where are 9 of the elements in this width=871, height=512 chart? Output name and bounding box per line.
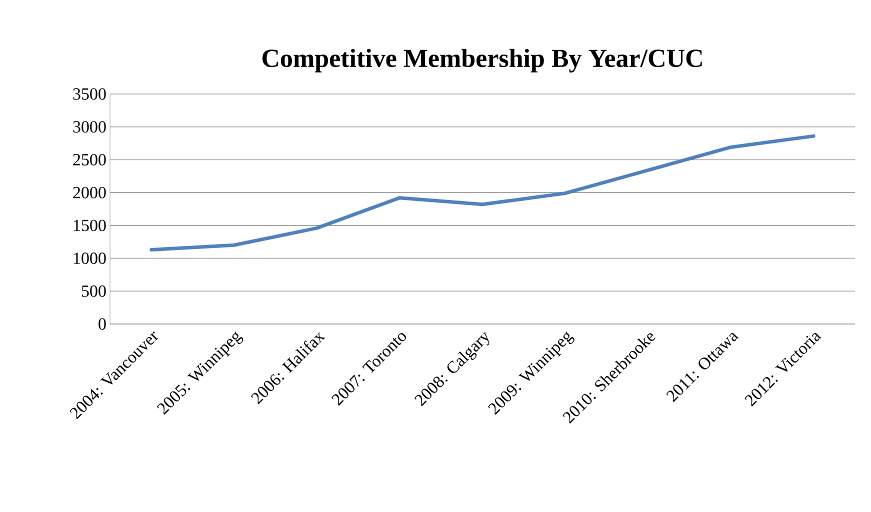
y-tick-label: 2000 (73, 186, 106, 198)
chart-title: Competitive Membership By Year/CUC (262, 48, 702, 72)
y-tick-label: 1500 (74, 220, 106, 232)
y-tick-label: 2500 (73, 154, 106, 166)
y-tick-label: 500 (82, 285, 106, 297)
y-tick-label: 1000 (74, 252, 106, 264)
y-tick-label: 0 (98, 318, 106, 330)
y-tick-label: 3000 (73, 121, 106, 133)
y-tick-label: 3500 (73, 88, 106, 100)
